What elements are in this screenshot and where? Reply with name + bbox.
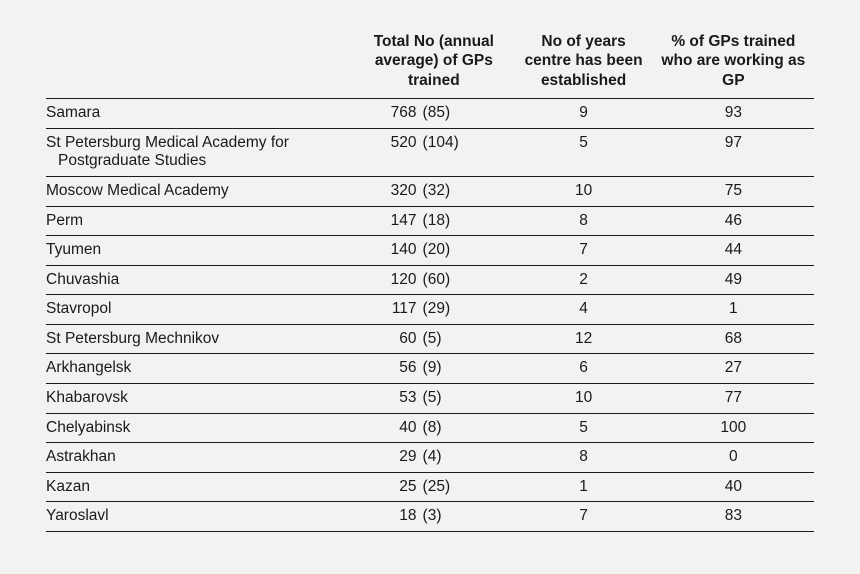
cell-name: Perm bbox=[46, 206, 353, 236]
cell-pct: 1 bbox=[653, 295, 814, 325]
cell-pct: 46 bbox=[653, 206, 814, 236]
table-row: St Petersburg Mechnikov60(5)1268 bbox=[46, 324, 814, 354]
cell-name: Moscow Medical Academy bbox=[46, 176, 353, 206]
cell-years: 1 bbox=[514, 472, 652, 502]
table-row: Kazan25(25)140 bbox=[46, 472, 814, 502]
cell-name: Samara bbox=[46, 99, 353, 129]
cell-pct: 93 bbox=[653, 99, 814, 129]
cell-years: 10 bbox=[514, 384, 652, 414]
cell-years: 7 bbox=[514, 236, 652, 266]
table-row: Samara768(85)993 bbox=[46, 99, 814, 129]
cell-years: 2 bbox=[514, 265, 652, 295]
cell-total: 117 bbox=[353, 295, 416, 325]
cell-avg: (8) bbox=[417, 413, 515, 443]
table-row: Perm147(18)846 bbox=[46, 206, 814, 236]
cell-name: Stavropol bbox=[46, 295, 353, 325]
header-pct: % of GPs trained who are working as GP bbox=[653, 28, 814, 99]
cell-name: Chuvashia bbox=[46, 265, 353, 295]
cell-years: 4 bbox=[514, 295, 652, 325]
cell-pct: 40 bbox=[653, 472, 814, 502]
cell-avg: (29) bbox=[417, 295, 515, 325]
header-years: No of years centre has been established bbox=[514, 28, 652, 99]
cell-avg: (5) bbox=[417, 384, 515, 414]
cell-name: Arkhangelsk bbox=[46, 354, 353, 384]
cell-name: Yaroslavl bbox=[46, 502, 353, 532]
table-row: Chelyabinsk40(8)5100 bbox=[46, 413, 814, 443]
table-row: Yaroslavl18(3)783 bbox=[46, 502, 814, 532]
cell-years: 5 bbox=[514, 413, 652, 443]
header-name bbox=[46, 28, 353, 99]
cell-avg: (25) bbox=[417, 472, 515, 502]
cell-avg: (5) bbox=[417, 324, 515, 354]
cell-avg: (18) bbox=[417, 206, 515, 236]
header-total: Total No (annual average) of GPs trained bbox=[353, 28, 514, 99]
table-row: Moscow Medical Academy320(32)1075 bbox=[46, 176, 814, 206]
cell-total: 40 bbox=[353, 413, 416, 443]
table-row: Tyumen140(20)744 bbox=[46, 236, 814, 266]
cell-total: 18 bbox=[353, 502, 416, 532]
cell-total: 60 bbox=[353, 324, 416, 354]
cell-total: 25 bbox=[353, 472, 416, 502]
cell-pct: 0 bbox=[653, 443, 814, 473]
table-container: Total No (annual average) of GPs trained… bbox=[0, 0, 860, 560]
cell-total: 120 bbox=[353, 265, 416, 295]
cell-pct: 77 bbox=[653, 384, 814, 414]
cell-total: 140 bbox=[353, 236, 416, 266]
cell-name: St Petersburg Medical Academy forPostgra… bbox=[46, 128, 353, 176]
cell-name: Astrakhan bbox=[46, 443, 353, 473]
cell-pct: 27 bbox=[653, 354, 814, 384]
cell-name: Tyumen bbox=[46, 236, 353, 266]
gp-training-table: Total No (annual average) of GPs trained… bbox=[46, 28, 814, 532]
cell-avg: (32) bbox=[417, 176, 515, 206]
cell-total: 56 bbox=[353, 354, 416, 384]
cell-total: 768 bbox=[353, 99, 416, 129]
cell-avg: (20) bbox=[417, 236, 515, 266]
cell-avg: (3) bbox=[417, 502, 515, 532]
cell-years: 10 bbox=[514, 176, 652, 206]
cell-years: 9 bbox=[514, 99, 652, 129]
cell-years: 6 bbox=[514, 354, 652, 384]
table-row: Arkhangelsk56(9)627 bbox=[46, 354, 814, 384]
table-row: St Petersburg Medical Academy forPostgra… bbox=[46, 128, 814, 176]
table-row: Chuvashia120(60)249 bbox=[46, 265, 814, 295]
cell-total: 520 bbox=[353, 128, 416, 176]
cell-name: Chelyabinsk bbox=[46, 413, 353, 443]
cell-name: St Petersburg Mechnikov bbox=[46, 324, 353, 354]
cell-name-line2: Postgraduate Studies bbox=[46, 152, 349, 171]
cell-total: 29 bbox=[353, 443, 416, 473]
cell-years: 8 bbox=[514, 443, 652, 473]
cell-pct: 49 bbox=[653, 265, 814, 295]
cell-years: 7 bbox=[514, 502, 652, 532]
table-row: Khabarovsk53(5)1077 bbox=[46, 384, 814, 414]
table-row: Stavropol117(29)41 bbox=[46, 295, 814, 325]
table-row: Astrakhan29(4)80 bbox=[46, 443, 814, 473]
cell-total: 147 bbox=[353, 206, 416, 236]
cell-name: Kazan bbox=[46, 472, 353, 502]
cell-pct: 83 bbox=[653, 502, 814, 532]
cell-total: 320 bbox=[353, 176, 416, 206]
cell-name: Khabarovsk bbox=[46, 384, 353, 414]
cell-pct: 68 bbox=[653, 324, 814, 354]
cell-avg: (60) bbox=[417, 265, 515, 295]
cell-pct: 44 bbox=[653, 236, 814, 266]
cell-years: 8 bbox=[514, 206, 652, 236]
cell-pct: 100 bbox=[653, 413, 814, 443]
cell-avg: (104) bbox=[417, 128, 515, 176]
cell-total: 53 bbox=[353, 384, 416, 414]
cell-avg: (85) bbox=[417, 99, 515, 129]
cell-avg: (9) bbox=[417, 354, 515, 384]
header-row: Total No (annual average) of GPs trained… bbox=[46, 28, 814, 99]
cell-avg: (4) bbox=[417, 443, 515, 473]
cell-years: 12 bbox=[514, 324, 652, 354]
cell-pct: 75 bbox=[653, 176, 814, 206]
cell-pct: 97 bbox=[653, 128, 814, 176]
cell-years: 5 bbox=[514, 128, 652, 176]
